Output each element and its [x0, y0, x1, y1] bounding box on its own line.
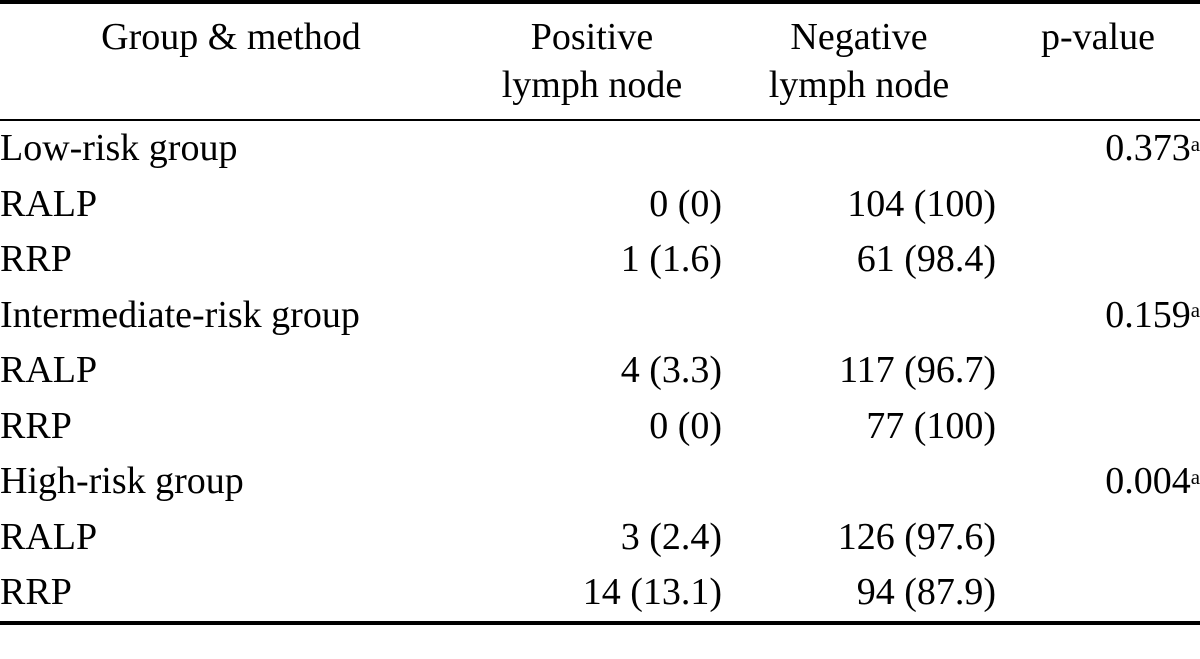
group-label: High-risk group: [0, 454, 462, 510]
group-row: Low-risk group 0.373a: [0, 121, 1200, 177]
risk-group-table: Group & method Positive lymph node Negat…: [0, 0, 1200, 625]
header-group-method: Group & method: [0, 4, 462, 119]
header-group-method-text: Group & method: [101, 16, 361, 58]
positive-value: 3 (2.4): [462, 510, 722, 566]
group-pvalue: 0.373a: [996, 121, 1200, 177]
method-label: RRP: [0, 232, 462, 288]
bottom-rule-row: [0, 621, 1200, 625]
pvalue-cell: [996, 232, 1200, 288]
header-negative-line1: Negative: [769, 14, 949, 62]
group-row: Intermediate-risk group 0.159a: [0, 288, 1200, 344]
header-pvalue: p-value: [996, 4, 1200, 119]
group-positive: [462, 121, 722, 177]
header-negative: Negative lymph node: [722, 4, 996, 119]
positive-value: 1 (1.6): [462, 232, 722, 288]
method-label: RALP: [0, 343, 462, 399]
negative-value: 94 (87.9): [722, 565, 996, 621]
method-label: RRP: [0, 399, 462, 455]
header-row: Group & method Positive lymph node Negat…: [0, 4, 1200, 119]
negative-value: 126 (97.6): [722, 510, 996, 566]
pvalue-cell: [996, 343, 1200, 399]
negative-value: 117 (96.7): [722, 343, 996, 399]
group-label: Intermediate-risk group: [0, 288, 462, 344]
positive-value: 0 (0): [462, 399, 722, 455]
pvalue-cell: [996, 177, 1200, 233]
positive-value: 0 (0): [462, 177, 722, 233]
negative-value: 77 (100): [722, 399, 996, 455]
table-row: RALP4 (3.3)117 (96.7): [0, 343, 1200, 399]
negative-value: 104 (100): [722, 177, 996, 233]
group-negative: [722, 288, 996, 344]
table-row: RRP14 (13.1)94 (87.9): [0, 565, 1200, 621]
table-row: RALP3 (2.4)126 (97.6): [0, 510, 1200, 566]
pvalue-sup: a: [1191, 132, 1200, 156]
method-label: RALP: [0, 177, 462, 233]
header-positive-line2: lymph node: [502, 62, 682, 110]
group-row: High-risk group 0.004a: [0, 454, 1200, 510]
header-pvalue-text: p-value: [1041, 16, 1155, 58]
table-row: RALP0 (0)104 (100): [0, 177, 1200, 233]
group-pvalue: 0.159a: [996, 288, 1200, 344]
header-negative-line2: lymph node: [769, 62, 949, 110]
method-label: RRP: [0, 565, 462, 621]
group-negative: [722, 121, 996, 177]
group-negative: [722, 454, 996, 510]
positive-value: 14 (13.1): [462, 565, 722, 621]
pvalue-cell: [996, 399, 1200, 455]
group-positive: [462, 454, 722, 510]
negative-value: 61 (98.4): [722, 232, 996, 288]
pvalue-sup: a: [1191, 298, 1200, 322]
bottom-rule: [0, 621, 1200, 625]
group-label: Low-risk group: [0, 121, 462, 177]
table-row: RRP1 (1.6)61 (98.4): [0, 232, 1200, 288]
table-body: Low-risk group0.373aRALP0 (0)104 (100)RR…: [0, 121, 1200, 621]
pvalue-cell: [996, 565, 1200, 621]
header-positive-line1: Positive: [502, 14, 682, 62]
table-row: RRP0 (0)77 (100): [0, 399, 1200, 455]
group-pvalue: 0.004a: [996, 454, 1200, 510]
method-label: RALP: [0, 510, 462, 566]
group-positive: [462, 288, 722, 344]
header-positive: Positive lymph node: [462, 4, 722, 119]
positive-value: 4 (3.3): [462, 343, 722, 399]
pvalue-sup: a: [1191, 465, 1200, 489]
pvalue-cell: [996, 510, 1200, 566]
